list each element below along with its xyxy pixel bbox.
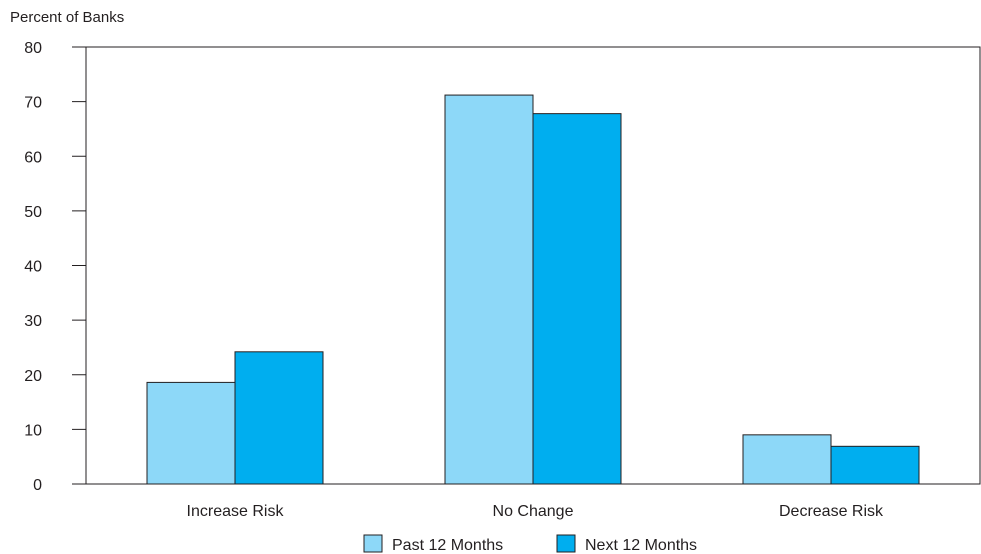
bar-increase-risk-past-12-months	[146, 381, 236, 485]
y-tick-label-40: 40	[24, 259, 42, 276]
y-tick-label-30: 30	[24, 313, 42, 330]
y-axis: 0 10 20 30 40 50 60 70 80	[24, 40, 86, 494]
bar-decrease-risk-past-12-months	[742, 434, 832, 485]
bar-increase-risk-next-12-months	[234, 351, 324, 485]
y-tick-label-20: 20	[24, 368, 42, 385]
legend: Past 12 Months Next 12 Months	[363, 534, 697, 554]
bar-decrease-risk-next-12-months	[830, 445, 920, 485]
legend-swatch-next-12-months	[556, 534, 576, 553]
x-axis-labels: Increase Risk No Change Decrease Risk	[187, 503, 884, 520]
bar-no-change-next-12-months	[532, 113, 622, 485]
y-tick-label-80: 80	[24, 40, 42, 57]
y-tick-label-0: 0	[33, 477, 42, 494]
y-tick-label-70: 70	[24, 95, 42, 112]
bars	[146, 94, 920, 485]
legend-swatch-past-12-months	[363, 534, 383, 553]
y-tick-label-10: 10	[24, 422, 42, 439]
legend-label-next-12-months: Next 12 Months	[585, 537, 697, 554]
y-tick-label-60: 60	[24, 149, 42, 166]
legend-label-past-12-months: Past 12 Months	[392, 537, 503, 554]
bar-no-change-past-12-months	[444, 94, 534, 485]
x-tick-label-increase-risk: Increase Risk	[187, 503, 285, 520]
y-axis-title: Percent of Banks	[10, 9, 124, 26]
x-tick-label-no-change: No Change	[493, 503, 574, 520]
x-tick-label-decrease-risk: Decrease Risk	[779, 503, 884, 520]
y-tick-label-50: 50	[24, 204, 42, 221]
